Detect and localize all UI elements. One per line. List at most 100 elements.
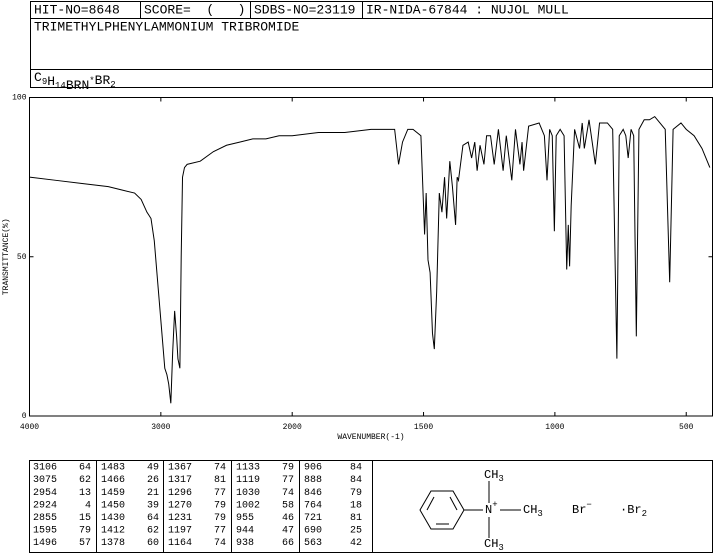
peak-wavenumber: 1164 — [168, 538, 192, 549]
peak-wavenumber: 1459 — [101, 488, 125, 499]
peak-wavenumber: 1483 — [101, 463, 125, 474]
peak-wavenumber: 721 — [304, 513, 322, 524]
peak-transmittance: 84 — [350, 475, 362, 486]
peak-wavenumber: 1002 — [236, 500, 260, 511]
peak-wavenumber: 1430 — [101, 513, 125, 524]
peak-transmittance: 81 — [350, 513, 362, 524]
peak-wavenumber: 2954 — [33, 488, 57, 499]
y-axis-label: TRANSMITTANCE(%) — [2, 218, 11, 295]
peak-transmittance: 84 — [350, 463, 362, 474]
formula: C9H14BRN*BR2 — [34, 70, 116, 93]
peak-wavenumber: 944 — [236, 526, 254, 537]
peak-transmittance: 57 — [79, 538, 91, 549]
peak-transmittance: 18 — [350, 500, 362, 511]
x-tick-label: 1000 — [545, 423, 564, 432]
text-main: ·Br — [620, 503, 642, 517]
peak-transmittance: 74 — [214, 538, 226, 549]
x-tick-label: 500 — [679, 423, 694, 432]
peak-wavenumber: 888 — [304, 475, 322, 486]
peak-wavenumber: 1197 — [168, 526, 192, 537]
peak-transmittance: 74 — [214, 463, 226, 474]
peak-transmittance: 62 — [79, 475, 91, 486]
subscript: 2 — [642, 509, 647, 519]
peak-wavenumber: 563 — [304, 538, 322, 549]
peak-wavenumber: 3106 — [33, 463, 57, 474]
subscript: 14 — [55, 81, 66, 91]
methyl-top: CH3 — [484, 468, 504, 484]
x-axis-label: WAVENUMBER(-1) — [337, 433, 404, 442]
peak-transmittance: 79 — [282, 463, 294, 474]
peak-wavenumber: 1496 — [33, 538, 57, 549]
peak-transmittance: 21 — [147, 488, 159, 499]
x-tick-label: 3000 — [151, 423, 170, 432]
peak-transmittance: 42 — [350, 538, 362, 549]
peak-table-box — [29, 460, 713, 553]
peak-wavenumber: 906 — [304, 463, 322, 474]
text-main: H — [47, 74, 55, 89]
peak-wavenumber: 1296 — [168, 488, 192, 499]
y-tick-label: 100 — [12, 94, 27, 103]
subscript: 3 — [537, 509, 542, 519]
peak-transmittance: 25 — [350, 526, 362, 537]
superscript: + — [492, 500, 497, 510]
peak-transmittance: 77 — [214, 488, 226, 499]
subscript: 9 — [42, 77, 47, 87]
peak-transmittance: 79 — [214, 500, 226, 511]
peak-wavenumber: 690 — [304, 526, 322, 537]
text-main: Br — [572, 503, 586, 517]
peak-wavenumber: 764 — [304, 500, 322, 511]
peak-transmittance: 79 — [79, 526, 91, 537]
peak-wavenumber: 2924 — [33, 500, 57, 511]
compound-name: TRIMETHYLPHENYLAMMONIUM TRIBROMIDE — [34, 19, 299, 34]
peak-transmittance: 79 — [350, 488, 362, 499]
peak-transmittance: 60 — [147, 538, 159, 549]
bromide: Br− — [572, 500, 592, 517]
peak-transmittance: 15 — [79, 513, 91, 524]
text-main: N — [485, 503, 492, 517]
ir-nida: IR-NIDA-67844 : NUJOL MULL — [366, 2, 569, 17]
peak-wavenumber: 1595 — [33, 526, 57, 537]
peak-wavenumber: 1231 — [168, 513, 192, 524]
text-main: C — [34, 70, 42, 85]
peak-transmittance: 64 — [79, 463, 91, 474]
peak-transmittance: 66 — [282, 538, 294, 549]
text-main: CH — [484, 537, 498, 551]
text-main: CH — [484, 468, 498, 482]
text-main: BRN — [66, 78, 89, 93]
peak-wavenumber: 1317 — [168, 475, 192, 486]
peak-transmittance: 77 — [214, 526, 226, 537]
superscript: * — [89, 76, 94, 86]
y-tick-label: 50 — [17, 253, 27, 262]
plot-frame — [29, 97, 713, 417]
x-tick-label: 1500 — [414, 423, 433, 432]
header-box — [30, 1, 713, 88]
score: SCORE= ( ) — [144, 2, 245, 17]
peak-wavenumber: 1466 — [101, 475, 125, 486]
y-tick-label: 0 — [22, 412, 27, 421]
peak-wavenumber: 1133 — [236, 463, 260, 474]
sdbs-no: SDBS-NO=23119 — [254, 2, 355, 17]
peak-transmittance: 62 — [147, 526, 159, 537]
peak-transmittance: 81 — [214, 475, 226, 486]
peak-wavenumber: 1030 — [236, 488, 260, 499]
x-tick-label: 4000 — [20, 423, 39, 432]
peak-transmittance: 47 — [282, 526, 294, 537]
peak-transmittance: 39 — [147, 500, 159, 511]
peak-transmittance: 58 — [282, 500, 294, 511]
peak-wavenumber: 2855 — [33, 513, 57, 524]
peak-wavenumber: 846 — [304, 488, 322, 499]
peak-transmittance: 64 — [147, 513, 159, 524]
subscript: 2 — [110, 80, 115, 90]
peak-wavenumber: 1270 — [168, 500, 192, 511]
subscript: 3 — [498, 543, 503, 553]
peak-wavenumber: 1367 — [168, 463, 192, 474]
peak-wavenumber: 1378 — [101, 538, 125, 549]
peak-transmittance: 77 — [282, 475, 294, 486]
structure — [419, 481, 521, 538]
peak-transmittance: 4 — [85, 500, 91, 511]
methyl-bottom: CH3 — [484, 537, 504, 553]
nitrogen: N+ — [485, 500, 498, 517]
peak-wavenumber: 1450 — [101, 500, 125, 511]
peak-wavenumber: 938 — [236, 538, 254, 549]
